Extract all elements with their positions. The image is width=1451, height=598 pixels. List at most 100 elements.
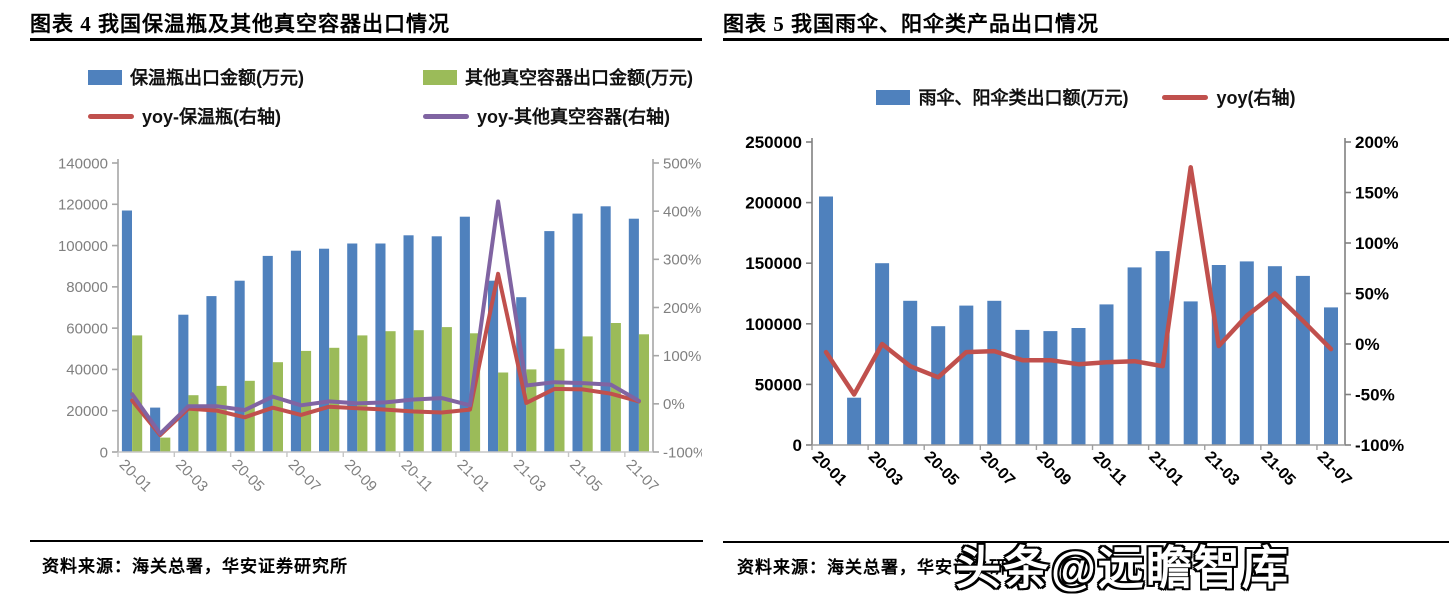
axes bbox=[112, 159, 659, 457]
svg-text:-50%: -50% bbox=[1355, 385, 1395, 404]
umbrella-export-chart: 0 50000 100000 150000 200000 250000 -100% -50% 0… bbox=[745, 133, 1404, 489]
svg-text:200%: 200% bbox=[663, 300, 701, 317]
svg-text:150%: 150% bbox=[1355, 183, 1398, 202]
svg-text:20-05: 20-05 bbox=[228, 456, 267, 495]
bar bbox=[1183, 301, 1198, 445]
svg-text:21-05: 21-05 bbox=[1258, 448, 1299, 489]
svg-text:20-07: 20-07 bbox=[285, 456, 324, 495]
svg-text:250000: 250000 bbox=[745, 133, 802, 152]
bar bbox=[301, 350, 312, 452]
bar bbox=[959, 305, 974, 445]
x-axis-labels: 20-01 20-03 20-05 20-07 20-09 20-11 21-01 21-03… bbox=[116, 456, 662, 495]
legend-item: 保温瓶出口金额(万元) bbox=[88, 64, 423, 90]
chart-root: 0 20000 40000 60000 80000 100000 120000 140000 -… bbox=[58, 155, 702, 495]
svg-text:20-11: 20-11 bbox=[398, 457, 436, 495]
svg-text:100%: 100% bbox=[663, 348, 701, 365]
right-axis-labels: -100% -50% 0% 50% 100% 150% 200% bbox=[1355, 133, 1404, 455]
yoy-line bbox=[823, 165, 1334, 397]
svg-text:0%: 0% bbox=[1355, 335, 1380, 354]
bar bbox=[1267, 266, 1282, 445]
svg-text:20-01: 20-01 bbox=[809, 448, 850, 489]
bar bbox=[290, 250, 301, 452]
bar bbox=[1155, 251, 1170, 445]
bar bbox=[931, 326, 946, 445]
legend-item: 其他真空容器出口金额(万元) bbox=[423, 64, 698, 90]
bar bbox=[160, 437, 171, 453]
bar bbox=[847, 397, 862, 445]
bar bbox=[488, 280, 499, 452]
bar bbox=[413, 330, 424, 452]
legend-item: yoy-其他真空容器(右轴) bbox=[423, 103, 698, 129]
legend-item: yoy-保温瓶(右轴) bbox=[88, 103, 423, 129]
left-chart-legend: 保温瓶出口金额(万元) 其他真空容器出口金额(万元) yoy-保温瓶(右轴) yoy-… bbox=[88, 64, 698, 129]
right-chart-title: 图表 5 我国雨伞、阳伞类产品出口情况 bbox=[723, 12, 1099, 36]
svg-text:140000: 140000 bbox=[58, 155, 108, 172]
svg-text:20000: 20000 bbox=[66, 403, 108, 420]
bar bbox=[582, 336, 593, 452]
x-axis-labels: 20-01 20-03 20-05 20-07 20-09 20-11 21-01 21-03… bbox=[809, 448, 1355, 489]
svg-text:50%: 50% bbox=[1355, 284, 1389, 303]
bar bbox=[1127, 267, 1142, 445]
right-chart-legend: 雨伞、阳伞类出口额(万元) yoy(右轴) bbox=[723, 84, 1449, 110]
svg-text:-100%: -100% bbox=[663, 444, 702, 461]
bar bbox=[403, 235, 414, 453]
yoy-line bbox=[130, 271, 641, 438]
bar bbox=[638, 334, 649, 452]
bar bbox=[1324, 307, 1338, 445]
svg-text:21-01: 21-01 bbox=[1145, 448, 1186, 489]
svg-text:40000: 40000 bbox=[66, 362, 108, 379]
bar bbox=[385, 331, 396, 452]
bar bbox=[441, 327, 452, 452]
bar bbox=[216, 385, 227, 452]
chart-root: 0 50000 100000 150000 200000 250000 -100% -50% 0… bbox=[745, 133, 1404, 489]
legend-line-swatch bbox=[88, 113, 134, 119]
bar-series bbox=[819, 196, 1338, 445]
svg-text:21-07: 21-07 bbox=[623, 456, 662, 495]
bar bbox=[572, 213, 583, 452]
svg-text:100%: 100% bbox=[1355, 234, 1398, 253]
svg-text:200%: 200% bbox=[1355, 133, 1398, 152]
svg-text:21-01: 21-01 bbox=[454, 456, 493, 495]
left-title-underline bbox=[30, 38, 702, 41]
bar bbox=[1239, 261, 1254, 445]
watermark: 头条@远瞻智库 bbox=[955, 542, 1290, 594]
bar bbox=[431, 236, 442, 452]
bar bbox=[526, 369, 537, 452]
left-chart-title: 图表 4 我国保温瓶及其他真空容器出口情况 bbox=[30, 12, 450, 36]
bar bbox=[1099, 304, 1114, 445]
svg-text:0: 0 bbox=[793, 436, 802, 455]
bar bbox=[903, 300, 918, 445]
svg-text:50000: 50000 bbox=[755, 375, 802, 394]
svg-text:100000: 100000 bbox=[58, 238, 108, 255]
left-axis-labels: 0 20000 40000 60000 80000 100000 120000 140000 bbox=[58, 155, 108, 461]
bar bbox=[600, 206, 611, 452]
axes bbox=[806, 138, 1351, 450]
legend-line-swatch bbox=[1162, 94, 1209, 100]
svg-text:21-03: 21-03 bbox=[1201, 448, 1242, 489]
svg-text:20-09: 20-09 bbox=[1033, 448, 1074, 489]
bar bbox=[188, 395, 199, 452]
legend-label: yoy-保温瓶(右轴) bbox=[142, 107, 281, 127]
bar bbox=[628, 218, 639, 452]
bar bbox=[357, 335, 368, 452]
svg-text:20-07: 20-07 bbox=[977, 448, 1018, 489]
legend-item: yoy(右轴) bbox=[1162, 84, 1296, 110]
svg-text:80000: 80000 bbox=[66, 279, 108, 296]
svg-text:21-05: 21-05 bbox=[566, 456, 605, 495]
svg-text:300%: 300% bbox=[663, 252, 701, 269]
thermos-vacuum-export-chart: 0 20000 40000 60000 80000 100000 120000 140000 -… bbox=[58, 155, 702, 495]
bar bbox=[554, 348, 565, 452]
svg-text:500%: 500% bbox=[663, 155, 701, 172]
yoy-line bbox=[130, 199, 641, 436]
bar bbox=[262, 255, 273, 452]
legend-label: yoy-其他真空容器(右轴) bbox=[477, 107, 670, 127]
svg-text:0%: 0% bbox=[663, 396, 685, 413]
bar bbox=[498, 372, 509, 452]
svg-text:0: 0 bbox=[100, 444, 108, 461]
svg-text:20-01: 20-01 bbox=[116, 456, 155, 495]
left-axis-labels: 0 50000 100000 150000 200000 250000 bbox=[745, 133, 802, 455]
bar bbox=[132, 335, 143, 452]
bar bbox=[1295, 275, 1310, 445]
right-title-underline bbox=[723, 38, 1449, 41]
legend-bar-swatch bbox=[876, 89, 911, 105]
